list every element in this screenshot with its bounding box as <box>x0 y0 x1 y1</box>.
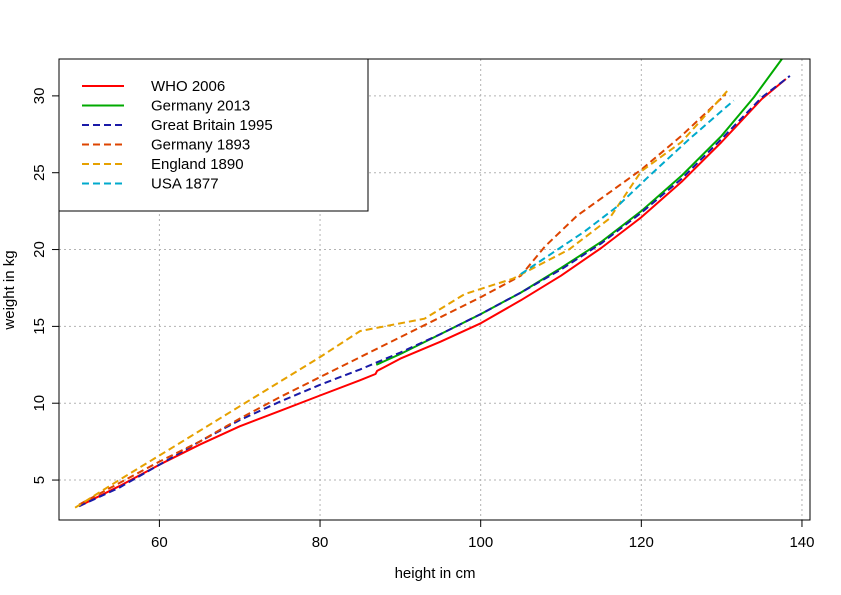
x-tick-label: 60 <box>151 534 168 551</box>
y-axis: 5 10 15 20 25 30 <box>31 88 59 484</box>
x-tick-label: 120 <box>629 534 654 551</box>
series-line-0 <box>78 78 787 508</box>
y-tick-label: 5 <box>31 476 48 484</box>
y-tick-label: 20 <box>31 241 48 258</box>
y-tick-label: 25 <box>31 164 48 181</box>
series-line-5 <box>520 99 735 275</box>
y-tick-label: 30 <box>31 88 48 105</box>
y-axis-label: weight in kg <box>1 250 18 330</box>
x-tick-label: 100 <box>468 534 493 551</box>
x-tick-label: 80 <box>312 534 329 551</box>
x-axis: 60 80 100 120 140 <box>151 520 814 551</box>
series-lines <box>74 58 791 509</box>
legend: WHO 2006 Germany 2013 Great Britain 1995 Ge… <box>58 58 369 212</box>
legend-label: USA 1877 <box>151 176 219 193</box>
legend-box <box>58 58 369 212</box>
legend-label: England 1890 <box>151 156 244 173</box>
plot-border <box>58 58 811 521</box>
legend-label: Germany 1893 <box>151 137 250 154</box>
legend-label: WHO 2006 <box>151 78 225 95</box>
x-tick-label: 140 <box>789 534 814 551</box>
legend-label: Great Britain 1995 <box>151 117 273 134</box>
series-line-1 <box>375 58 783 366</box>
x-axis-label: height in cm <box>395 565 476 582</box>
y-tick-label: 10 <box>31 395 48 412</box>
y-tick-label: 15 <box>31 318 48 335</box>
legend-label: Germany 2013 <box>151 98 250 115</box>
